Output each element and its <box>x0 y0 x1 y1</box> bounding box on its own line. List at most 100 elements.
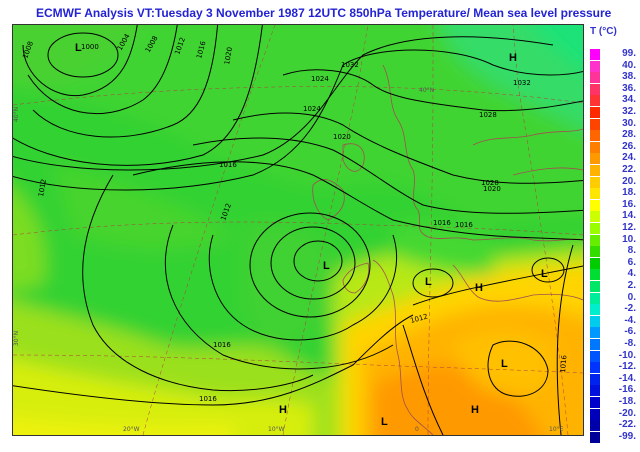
isobars <box>13 25 583 435</box>
legend-value: 10. <box>622 233 636 245</box>
legend-value: -99. <box>618 430 636 442</box>
legend-entry: 8. <box>590 245 638 258</box>
low-pressure-label: L <box>323 260 330 272</box>
high-pressure-label: H <box>471 404 479 416</box>
isobar-label: 1032 <box>341 61 359 69</box>
legend-entry: -18. <box>590 396 638 408</box>
isobar-label: 1024 <box>311 75 329 83</box>
legend-entry: 99. <box>590 48 638 60</box>
low-pressure-label: L <box>501 358 508 370</box>
legend-color-swatch <box>590 165 600 176</box>
isobar-label: 1020 <box>223 46 234 65</box>
legend-value: 20. <box>622 175 636 187</box>
isobar-label: 1016 <box>455 221 473 229</box>
legend-value: -20. <box>618 407 636 419</box>
legend-value: 40. <box>622 59 636 71</box>
legend-entry: 2. <box>590 280 638 292</box>
legend-entry: -6. <box>590 326 638 339</box>
legend-color-swatch <box>590 385 600 397</box>
legend-value: 12. <box>622 222 636 233</box>
legend-entry: 26. <box>590 141 638 153</box>
legend-color-swatch <box>590 362 600 374</box>
legend-value: -22. <box>618 419 636 431</box>
legend-entry: -12. <box>590 361 638 374</box>
legend-value: 32. <box>622 106 636 117</box>
high-pressure-label: H <box>509 52 517 64</box>
legend-entry: 24. <box>590 152 638 165</box>
legend-color-swatch <box>590 107 600 118</box>
isobar-label: 1028 <box>479 111 497 119</box>
latitude-label: 40°N <box>13 106 21 123</box>
legend-value: -18. <box>618 396 636 407</box>
legend-entry: 28. <box>590 129 638 142</box>
legend-entry: 36. <box>590 82 638 95</box>
legend-entry: -2. <box>590 303 638 316</box>
legend-entry: -8. <box>590 338 638 350</box>
map-panel: 1008 1000 1004 1008 1012 1016 1020 1024 … <box>12 24 584 436</box>
legend-entry: 20. <box>590 175 638 188</box>
pressure-systems: L H L L H L L H H L <box>75 42 548 428</box>
legend-color-swatch <box>590 72 600 84</box>
low-pressure-label: L <box>381 416 388 428</box>
legend-color-swatch <box>590 83 600 95</box>
coastlines <box>312 64 583 435</box>
legend-value: -8. <box>624 338 636 349</box>
legend-value: 14. <box>622 210 636 222</box>
isobar-label: 1028 <box>481 179 499 187</box>
isobar-label: 1012 <box>37 178 48 197</box>
legend-color-swatch <box>590 60 600 72</box>
legend-entry: -4. <box>590 315 638 327</box>
legend-entry: 38. <box>590 71 638 84</box>
legend-color-swatch <box>590 246 600 258</box>
isobar-label: 1020 <box>333 133 351 141</box>
legend-entry: 0. <box>590 291 638 304</box>
legend-entry: 32. <box>590 106 638 118</box>
legend-value: -6. <box>624 326 636 338</box>
isobar-label: 1024 <box>303 105 321 113</box>
legend-entry: 16. <box>590 198 638 211</box>
low-pressure-label: L <box>75 42 82 54</box>
legend-value: 28. <box>622 129 636 141</box>
legend-entry: 14. <box>590 210 638 223</box>
legend-color-swatch <box>590 431 600 443</box>
legend-entry: -20. <box>590 407 638 420</box>
longitude-label: 10°E <box>549 426 564 433</box>
legend-value: 36. <box>622 82 636 94</box>
isobar-label: 1020 <box>483 185 501 193</box>
legend-color-swatch <box>590 350 600 362</box>
legend-color-swatch <box>590 223 600 234</box>
latitude-label: 30°N <box>13 330 21 347</box>
weather-map: 1008 1000 1004 1008 1012 1016 1020 1024 … <box>13 25 583 435</box>
legend-entry: 4. <box>590 268 638 281</box>
legend-value: 24. <box>622 152 636 164</box>
isobar-label: 1016 <box>199 395 217 403</box>
legend-value: 0. <box>627 291 636 303</box>
legend-value: -12. <box>618 361 636 373</box>
legend-entry: -14. <box>590 373 638 385</box>
legend-color-swatch <box>590 304 600 316</box>
legend-color-swatch <box>590 199 600 211</box>
legend-value: 2. <box>627 280 636 291</box>
legend-color-swatch <box>590 234 600 246</box>
isobar-label: 1032 <box>513 79 531 87</box>
legend-entry: 6. <box>590 257 638 269</box>
legend-color-swatch <box>590 153 600 165</box>
longitude-label: 10°W <box>268 426 285 433</box>
legend-entry: 22. <box>590 164 638 176</box>
legend-entry: -16. <box>590 384 638 397</box>
legend-color-swatch <box>590 397 600 408</box>
longitude-label: 0 <box>415 426 419 433</box>
isobar-label: 1016 <box>213 341 231 349</box>
legend-color-swatch <box>590 118 600 130</box>
legend-value: 16. <box>622 198 636 210</box>
low-pressure-label: L <box>541 268 548 280</box>
legend-color-swatch <box>590 141 600 153</box>
legend-entry: 30. <box>590 118 638 130</box>
legend-value: 4. <box>627 268 636 280</box>
legend-color-swatch <box>590 211 600 223</box>
map-title: ECMWF Analysis VT:Tuesday 3 November 198… <box>36 6 612 20</box>
legend-title: T (°C) <box>590 26 617 37</box>
isobar-label: 1016 <box>219 161 237 169</box>
legend-value: 18. <box>622 187 636 199</box>
legend-color-swatch <box>590 373 600 385</box>
